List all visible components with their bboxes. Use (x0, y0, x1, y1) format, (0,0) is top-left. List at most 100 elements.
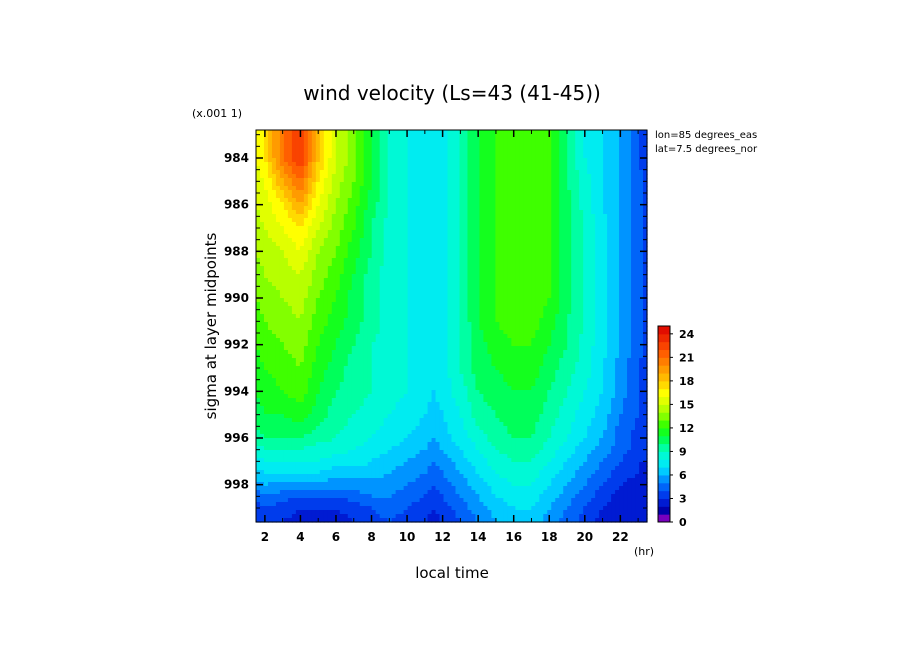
contour-cell (531, 234, 536, 239)
contour-cell (383, 186, 389, 191)
contour-cell (355, 198, 361, 203)
contour-cell (607, 226, 612, 231)
contour-cell (256, 306, 261, 311)
contour-cell (327, 258, 333, 263)
contour-cell (303, 198, 309, 203)
contour-cell (519, 226, 524, 231)
contour-cell (387, 326, 393, 331)
contour-cell (535, 254, 540, 259)
contour-cell (515, 286, 520, 291)
contour-cell (503, 286, 508, 291)
contour-cell (479, 258, 485, 263)
contour-cell (339, 258, 345, 263)
contour-cell (611, 262, 616, 267)
contour-cell (639, 258, 644, 263)
contour-cell (619, 274, 624, 279)
contour-cell (583, 222, 588, 227)
contour-cell (635, 146, 640, 151)
contour-cell (379, 154, 385, 159)
contour-cell (411, 150, 417, 155)
contour-cell (319, 138, 325, 143)
contour-cell (535, 158, 540, 163)
contour-cell (291, 186, 297, 191)
contour-cell (303, 258, 309, 263)
contour-cell (603, 322, 608, 327)
contour-cell (375, 194, 381, 199)
contour-cell (559, 182, 564, 187)
contour-cell (399, 178, 405, 183)
contour-cell (427, 234, 433, 239)
contour-cell (499, 254, 504, 259)
contour-cell (331, 230, 337, 235)
contour-cell (295, 270, 301, 275)
contour-cell (631, 250, 636, 255)
contour-cell (295, 294, 301, 299)
contour-cell (543, 318, 548, 323)
contour-cell (615, 226, 620, 231)
contour-cell (287, 326, 293, 331)
contour-cell (567, 322, 572, 327)
contour-cell (383, 178, 389, 183)
contour-cell (403, 170, 409, 175)
contour-cell (579, 202, 584, 207)
contour-cell (459, 194, 465, 199)
contour-cell (443, 310, 449, 315)
contour-cell (415, 170, 421, 175)
contour-cell (339, 162, 345, 167)
contour-cell (303, 182, 309, 187)
contour-cell (271, 218, 277, 223)
contour-cell (563, 218, 568, 223)
contour-cell (283, 254, 289, 259)
contour-cell (603, 142, 608, 147)
contour-cell (595, 290, 600, 295)
contour-cell (303, 230, 309, 235)
contour-cell (599, 314, 604, 319)
contour-cell (387, 130, 393, 135)
contour-cell (619, 210, 624, 215)
contour-cell (279, 222, 285, 227)
contour-cell (307, 318, 313, 323)
contour-cell (387, 330, 393, 335)
contour-cell (527, 198, 532, 203)
contour-cell (439, 250, 445, 255)
contour-cell (547, 162, 552, 167)
contour-cell (607, 198, 612, 203)
contour-cell (567, 174, 572, 179)
contour-cell (451, 158, 457, 163)
contour-cell (411, 330, 417, 335)
contour-cell (331, 142, 337, 147)
contour-cell (471, 150, 477, 155)
contour-cell (563, 162, 568, 167)
contour-cell (623, 278, 628, 283)
contour-cell (555, 214, 560, 219)
contour-cell (483, 210, 489, 215)
contour-cell (315, 306, 321, 311)
contour-cell (331, 298, 337, 303)
contour-cell (639, 310, 644, 315)
contour-cell (343, 234, 349, 239)
contour-cell (351, 330, 357, 335)
contour-cell (607, 278, 612, 283)
contour-cell (311, 254, 317, 259)
contour-cell (303, 222, 309, 227)
contour-cell (559, 134, 564, 139)
contour-cell (583, 182, 588, 187)
contour-cell (403, 206, 409, 211)
contour-cell (451, 290, 457, 295)
contour-cell (311, 322, 317, 327)
contour-cell (256, 270, 261, 275)
contour-cell (263, 174, 269, 179)
contour-cell (591, 130, 596, 135)
contour-cell (575, 302, 580, 307)
contour-cell (459, 294, 465, 299)
contour-cell (503, 222, 508, 227)
contour-cell (555, 306, 560, 311)
contour-cell (487, 290, 492, 295)
contour-cell (539, 310, 544, 315)
contour-cell (271, 258, 277, 263)
contour-cell (287, 146, 293, 151)
contour-cell (363, 270, 369, 275)
contour-cell (299, 298, 305, 303)
contour-cell (531, 318, 536, 323)
contour-cell (515, 330, 520, 335)
